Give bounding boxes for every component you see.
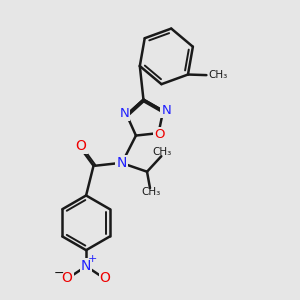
Text: −: − bbox=[53, 267, 64, 280]
Text: N: N bbox=[81, 259, 91, 273]
Text: O: O bbox=[100, 271, 111, 285]
Text: CH₃: CH₃ bbox=[153, 147, 172, 158]
Text: O: O bbox=[154, 128, 164, 141]
Text: CH₃: CH₃ bbox=[208, 70, 227, 80]
Text: N: N bbox=[117, 156, 127, 170]
Text: N: N bbox=[161, 104, 171, 117]
Text: O: O bbox=[61, 271, 73, 285]
Text: N: N bbox=[120, 107, 129, 120]
Text: O: O bbox=[76, 139, 86, 152]
Text: +: + bbox=[88, 254, 97, 264]
Text: CH₃: CH₃ bbox=[142, 187, 161, 197]
